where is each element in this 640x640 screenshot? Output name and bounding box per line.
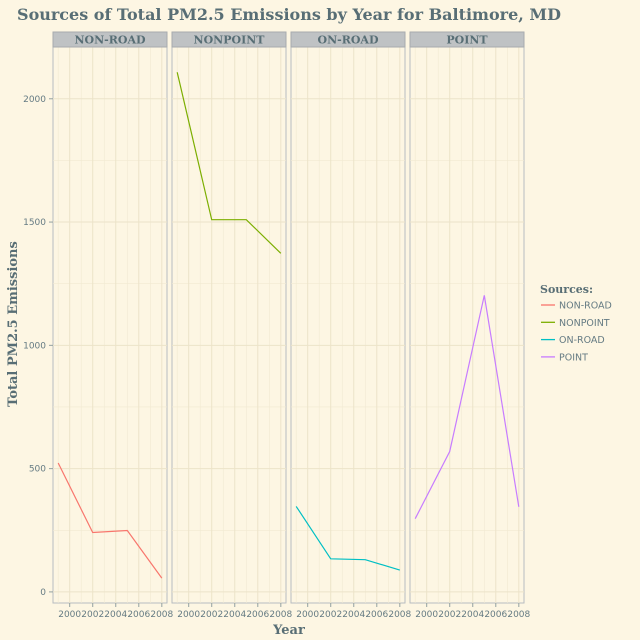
panel-background xyxy=(409,46,525,604)
series-line-point xyxy=(414,295,520,519)
strip-label: ON-ROAD xyxy=(318,34,379,47)
x-tick-label: 2000 xyxy=(415,610,438,620)
data-point xyxy=(296,506,297,507)
x-tick-label: 2002 xyxy=(81,610,104,620)
panel-background xyxy=(171,46,287,604)
strip-header xyxy=(409,31,525,48)
strip-label: NONPOINT xyxy=(194,34,266,47)
panel-background xyxy=(290,46,406,604)
y-axis: 0 500 1000 1500 2000 xyxy=(23,95,53,598)
data-point xyxy=(92,532,93,533)
legend-label: NON-ROAD xyxy=(559,301,612,312)
y-tick-label: 500 xyxy=(29,465,46,475)
x-tick-label: 2000 xyxy=(177,610,200,620)
facet-panel-non-road: NON-ROAD 2000 2002 2004 2006 2008 xyxy=(52,31,174,620)
panel-background xyxy=(52,46,168,604)
series-line-on-road xyxy=(295,506,400,571)
x-tick-label: 2000 xyxy=(296,610,319,620)
data-point xyxy=(449,451,450,452)
x-tick-label: 2004 xyxy=(461,610,484,620)
strip-label: NON-ROAD xyxy=(74,34,146,47)
x-tick-label: 2006 xyxy=(365,610,388,620)
legend-item-on-road: ON-ROAD xyxy=(541,335,605,346)
data-point xyxy=(365,559,366,560)
data-point xyxy=(211,219,212,220)
data-point xyxy=(330,558,331,559)
x-tick-label: 2002 xyxy=(200,610,223,620)
x-tick-label: 2006 xyxy=(246,610,269,620)
legend-title: Sources: xyxy=(540,283,593,296)
legend-label: ON-ROAD xyxy=(559,335,605,346)
facet-panel-nonpoint: NONPOINT 2000 2002 2004 2006 2008 xyxy=(171,31,293,620)
x-tick-label: 2002 xyxy=(438,610,461,620)
legend-label: POINT xyxy=(559,352,588,363)
legend: Sources: NON-ROAD NONPOINT ON-ROAD POINT xyxy=(540,283,612,363)
x-tick-label: 2004 xyxy=(104,610,127,620)
x-axis-title: Year xyxy=(272,623,305,638)
legend-item-point: POINT xyxy=(541,352,588,363)
data-point xyxy=(58,462,59,463)
y-tick-label: 0 xyxy=(40,588,46,598)
strip-header xyxy=(52,31,168,48)
strip-header xyxy=(290,31,406,48)
y-tick-label: 1000 xyxy=(23,341,46,351)
x-tick-label: 2008 xyxy=(507,610,530,620)
y-tick-label: 1500 xyxy=(23,218,46,228)
legend-label: NONPOINT xyxy=(559,318,610,329)
strip-header xyxy=(171,31,287,48)
x-tick-label: 2006 xyxy=(127,610,150,620)
legend-item-non-road: NON-ROAD xyxy=(541,301,612,312)
data-point xyxy=(280,253,281,254)
x-tick-label: 2004 xyxy=(223,610,246,620)
x-tick-label: 2004 xyxy=(342,610,365,620)
x-tick-label: 2002 xyxy=(319,610,342,620)
data-point xyxy=(399,570,400,571)
facet-panel-point: POINT 2000 2002 2004 2006 2008 xyxy=(409,31,531,620)
x-tick-label: 2000 xyxy=(58,610,81,620)
data-point xyxy=(415,518,416,519)
x-tick-label: 2008 xyxy=(269,610,292,620)
data-point xyxy=(484,295,485,296)
data-point xyxy=(127,530,128,531)
data-point xyxy=(177,72,178,73)
x-tick-label: 2008 xyxy=(150,610,173,620)
facet-panel-on-road: ON-ROAD 2000 2002 2004 2006 2008 xyxy=(290,31,412,620)
chart-title: Sources of Total PM2.5 Emissions by Year… xyxy=(17,5,561,24)
series-line-non-road xyxy=(57,462,163,579)
series-line-nonpoint xyxy=(176,72,282,254)
y-tick-label: 2000 xyxy=(23,95,46,105)
x-tick-label: 2008 xyxy=(388,610,411,620)
legend-item-nonpoint: NONPOINT xyxy=(541,318,610,329)
data-point xyxy=(161,578,162,579)
data-point xyxy=(246,219,247,220)
x-tick-label: 2006 xyxy=(484,610,507,620)
strip-label: POINT xyxy=(446,34,488,47)
data-point xyxy=(518,506,519,507)
y-axis-title: Total PM2.5 Emissions xyxy=(6,241,21,407)
